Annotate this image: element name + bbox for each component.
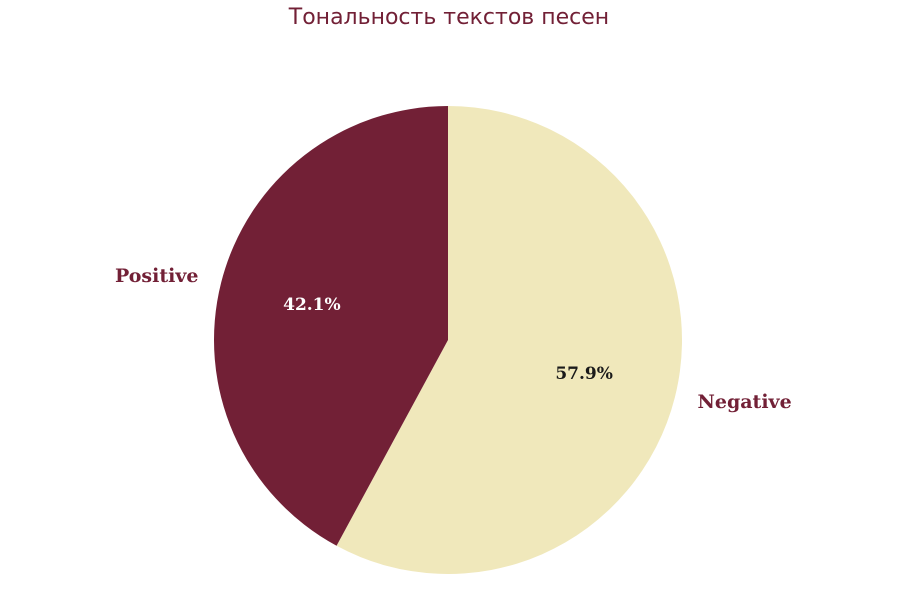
slice-label-positive: Positive bbox=[115, 265, 199, 287]
pie-slice-negative bbox=[336, 106, 682, 574]
pie-slices bbox=[214, 106, 682, 574]
chart-title: Тональность текстов песен bbox=[288, 5, 609, 30]
pie-slice-positive bbox=[214, 106, 448, 546]
pie-labels: Negative 57.9% Positive 42.1% bbox=[115, 265, 792, 413]
slice-percent-positive: 42.1% bbox=[283, 295, 341, 315]
slice-label-negative: Negative bbox=[698, 391, 792, 413]
slice-percent-negative: 57.9% bbox=[555, 364, 613, 384]
